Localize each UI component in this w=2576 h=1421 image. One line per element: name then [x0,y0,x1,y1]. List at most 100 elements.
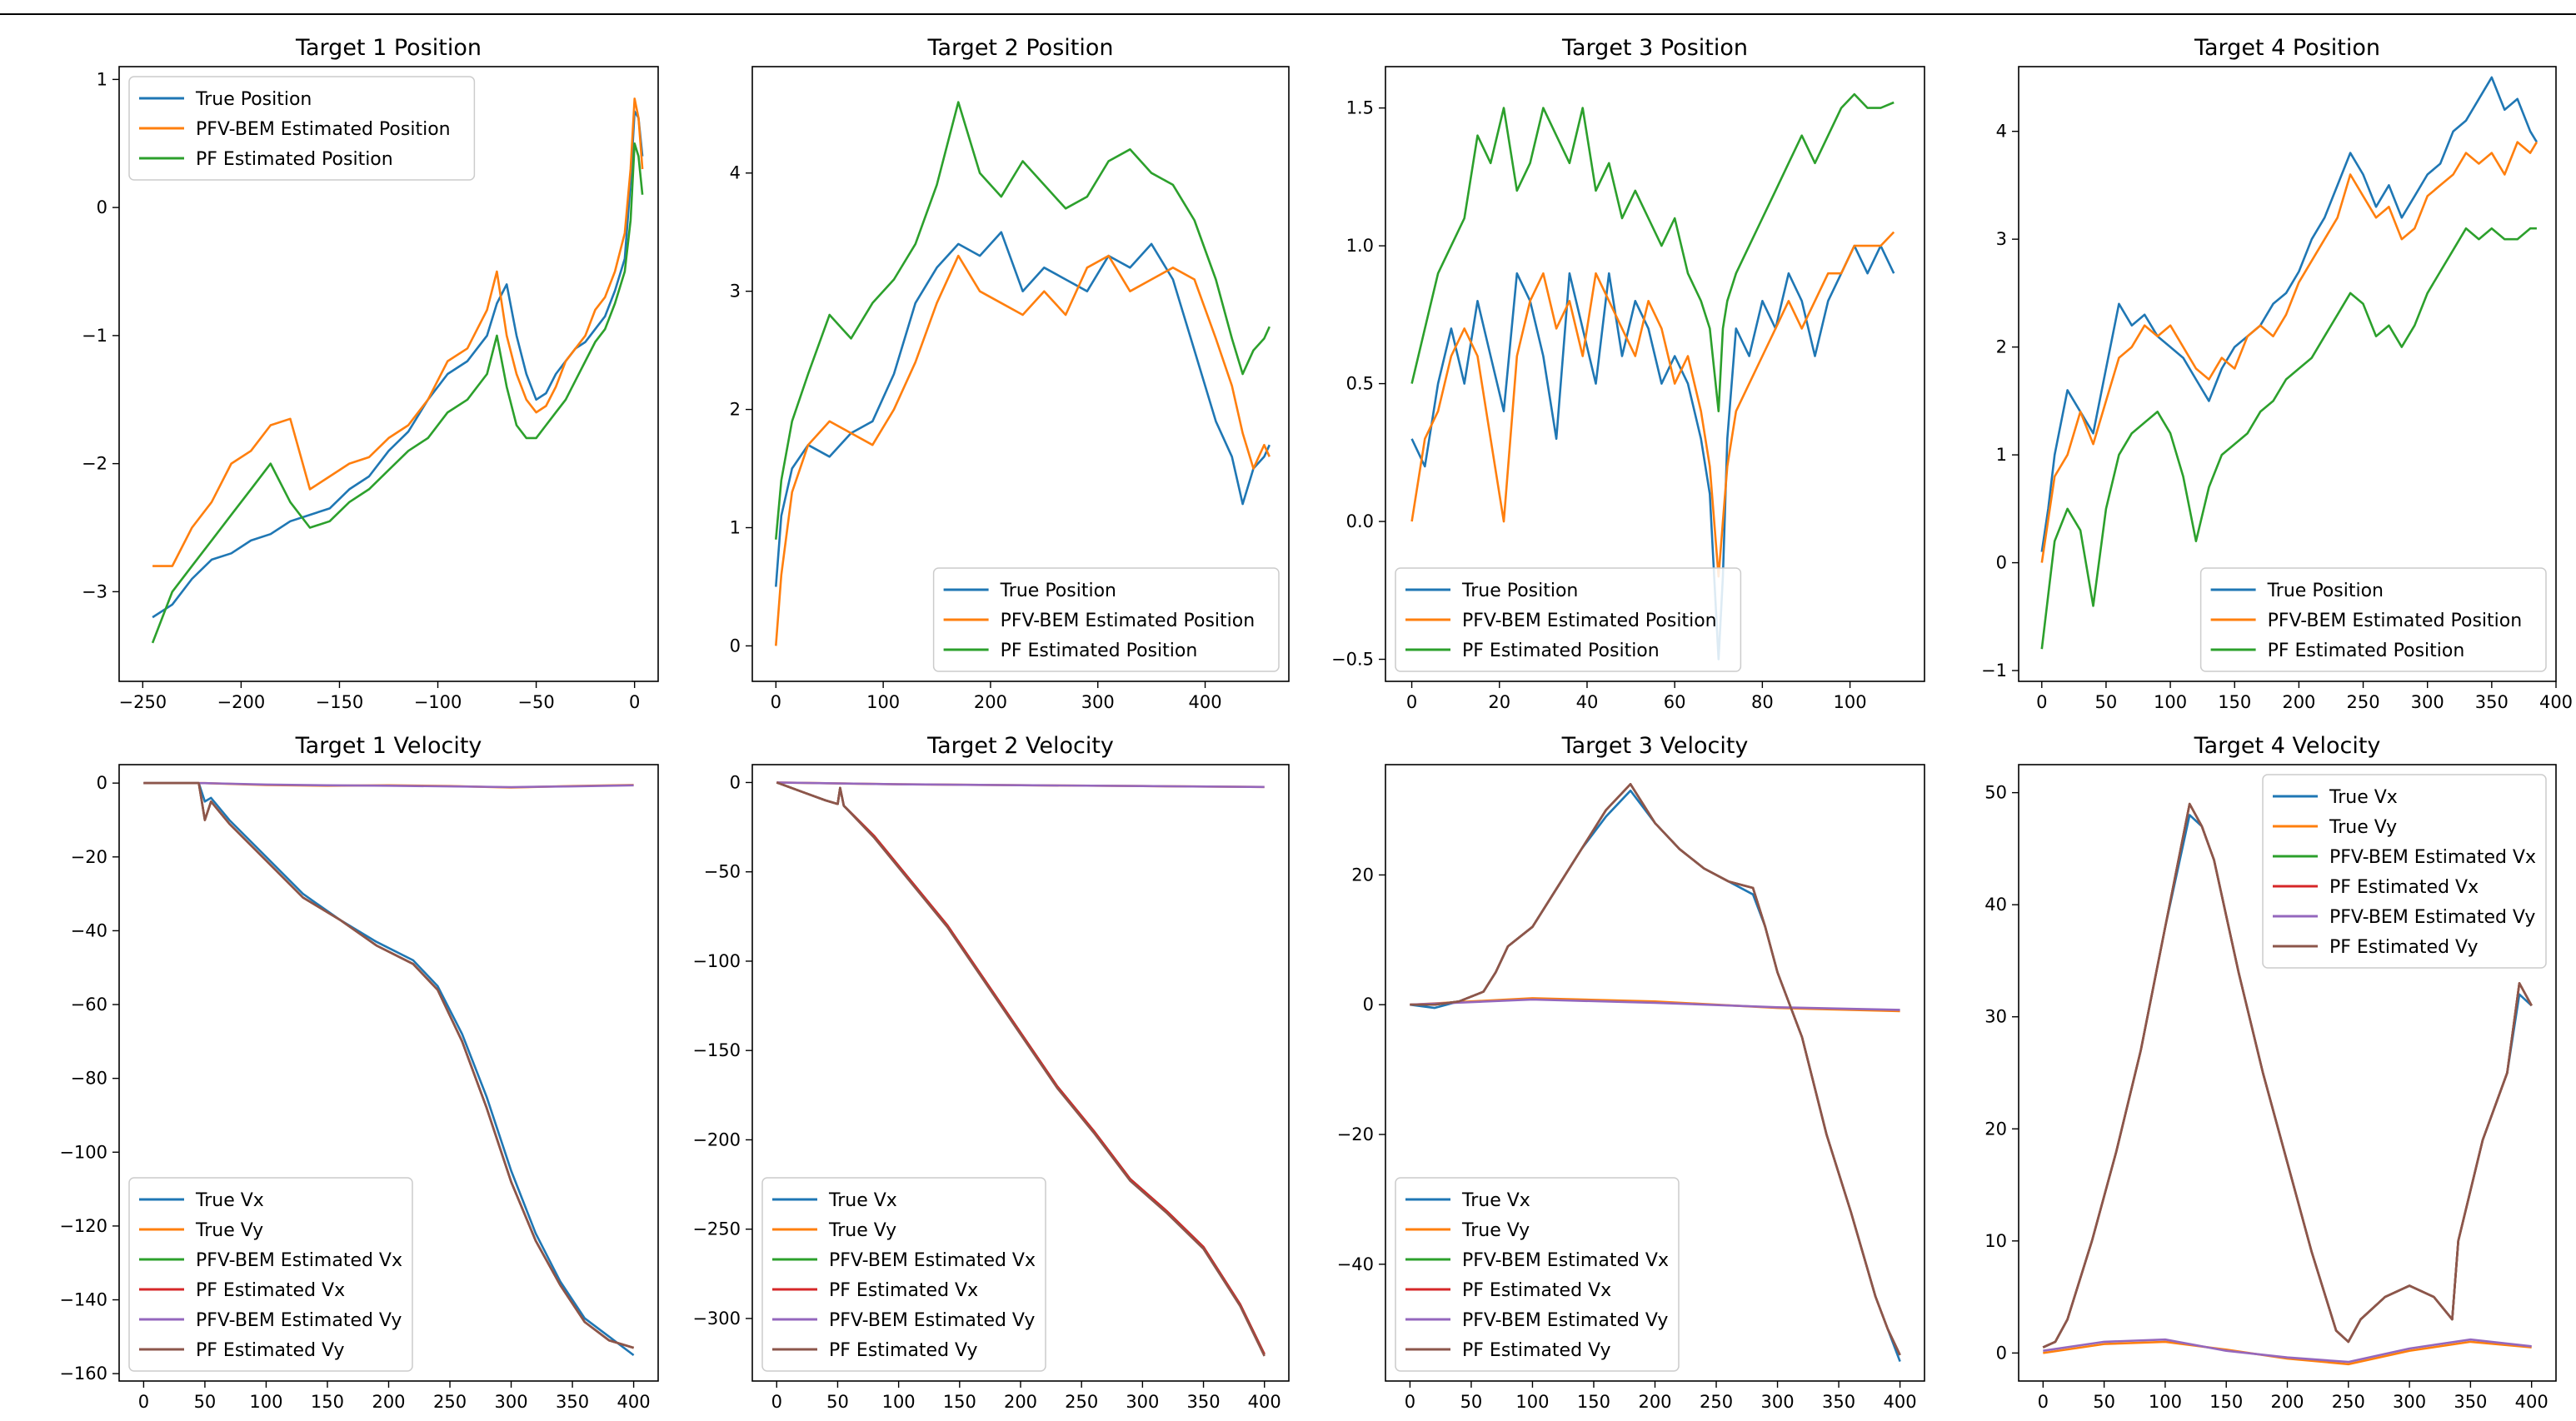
y-tick-label: 4 [1996,122,2007,142]
series-line-pfv-bem-estimated-position [152,97,644,567]
legend-label: PF Estimated Vx [829,1280,978,1301]
chart-panel-target-1-position: −250 −200 −150 −100 −50 0 −3 −2 −1 0 1 Target 1 Pos… [82,35,659,712]
legend-label: PFV-BEM Estimated Vx [196,1250,402,1271]
chart-title: Target 1 Velocity [295,733,482,759]
x-tick-label: −150 [316,692,364,712]
x-tick-label: 100 [1515,1392,1549,1412]
chart-title: Target 3 Position [1561,35,1748,61]
x-tick-label: 200 [372,1392,405,1412]
series-line-true-position [2040,76,2539,552]
legend-label: PFV-BEM Estimated Vx [829,1250,1036,1271]
legend-label: PFV-BEM Estimated Vy [196,1310,402,1331]
x-tick-label: −100 [414,692,462,712]
y-tick-label: −80 [71,1069,107,1089]
y-tick-label: −2 [82,454,107,474]
x-tick-label: 0 [771,1392,782,1412]
x-tick-label: 200 [974,692,1007,712]
x-tick-label: 250 [433,1392,467,1412]
y-tick-label: 1 [97,69,107,89]
legend: True Position PFV-BEM Estimated Position P… [932,567,1280,672]
series-group [1410,783,1901,1363]
legend-box [1395,1177,1680,1372]
y-tick-label: 2 [1996,337,2007,357]
legend-box [1395,567,1742,672]
x-tick-label: 100 [882,1392,916,1412]
legend-label: PF Estimated Vy [196,1340,345,1361]
y-tick-label: −1 [82,326,107,346]
x-tick-label: 100 [2154,692,2187,712]
chart-title: Target 1 Position [295,35,482,61]
series-line-true-position [775,231,1271,587]
x-tick-label: −250 [118,692,167,712]
legend-label: True Vy [828,1220,896,1241]
legend-label: PF Estimated Vy [829,1340,978,1361]
legend-label: True Position [1000,581,1116,601]
chart-title: Target 4 Velocity [2194,733,2381,759]
x-tick-label: 100 [249,1392,282,1412]
legend: True Vx True Vy PFV-BEM Estimated Vx PF Est… [2262,774,2547,969]
axes-frame [751,66,1290,682]
x-tick-label: 50 [2093,1392,2115,1412]
x-tick-label: 200 [2270,1392,2304,1412]
x-tick-label: 60 [1664,692,1686,712]
y-tick-label: −160 [59,1364,107,1384]
legend-label: PF Estimated Position [1001,641,1198,661]
x-tick-label: 300 [2411,692,2444,712]
x-tick-label: 400 [1884,1392,1917,1412]
x-tick-label: 400 [617,1392,651,1412]
y-tick-label: −1 [1981,661,2007,681]
legend-box [761,1177,1046,1372]
x-tick-label: 100 [2149,1392,2182,1412]
x-tick-label: 350 [1186,1392,1220,1412]
chart-title: Target 3 Velocity [1561,733,1749,759]
x-tick-label: 300 [494,1392,527,1412]
legend: True Position PFV-BEM Estimated Position P… [128,76,476,181]
legend-label: PFV-BEM Estimated Vx [2329,847,2536,868]
series-group [151,97,644,644]
y-tick-label: 3 [1996,229,2007,249]
y-tick-label: 1 [730,518,741,538]
series-line-pfv-bem-estimated-vy [1410,998,1900,1011]
x-tick-label: −50 [517,692,554,712]
y-tick-label: 0 [1363,995,1374,1015]
legend-label: True Vx [1461,1190,1530,1211]
x-tick-label: 100 [1834,692,1867,712]
legend-label: PF Estimated Position [1462,641,1660,661]
x-tick-label: 150 [311,1392,344,1412]
y-tick-label: −100 [59,1142,107,1162]
x-tick-label: 350 [2475,692,2509,712]
legend: True Vx True Vy PFV-BEM Estimated Vx PF Est… [1395,1177,1680,1372]
y-tick-label: 0 [1996,1343,2007,1363]
legend-label: PF Estimated Position [2268,641,2465,661]
x-tick-label: 150 [1577,1392,1610,1412]
legend-box [2199,567,2547,672]
x-tick-label: 300 [1126,1392,1159,1412]
legend-label: PF Estimated Vx [196,1280,345,1301]
y-tick-label: 20 [1351,865,1374,885]
series-group [2040,76,2539,650]
series-line-pfv-bem-estimated-vy [143,781,634,789]
y-tick-label: −40 [71,920,107,940]
series-line-true-vx [143,781,635,1357]
axes-frame [2018,66,2557,682]
chart-panel-target-2-position: 0 100 200 300 400 0 1 2 3 4 Target 2 Position True … [730,35,1290,712]
x-tick-label: 50 [2095,692,2118,712]
y-tick-label: −20 [71,847,107,867]
x-tick-label: 200 [1638,1392,1671,1412]
x-tick-label: −200 [217,692,266,712]
legend-label: True Vx [2329,787,2398,808]
legend-label: True Vy [195,1220,263,1241]
x-tick-label: 0 [138,1392,149,1412]
y-tick-label: 10 [1984,1231,2007,1251]
y-tick-label: 2 [730,400,741,420]
x-tick-label: 250 [2332,1392,2365,1412]
legend-label: True Vy [1461,1220,1530,1241]
x-tick-label: 150 [2209,1392,2243,1412]
axes-frame [118,66,659,682]
y-tick-label: 50 [1984,783,2007,803]
x-tick-label: 250 [1065,1392,1098,1412]
x-tick-label: 200 [1004,1392,1037,1412]
series-line-pf-estimated-position [1410,92,1895,413]
series-line-pf-estimated-position [2040,227,2537,650]
legend-label: PFV-BEM Estimated Position [1462,611,1717,631]
